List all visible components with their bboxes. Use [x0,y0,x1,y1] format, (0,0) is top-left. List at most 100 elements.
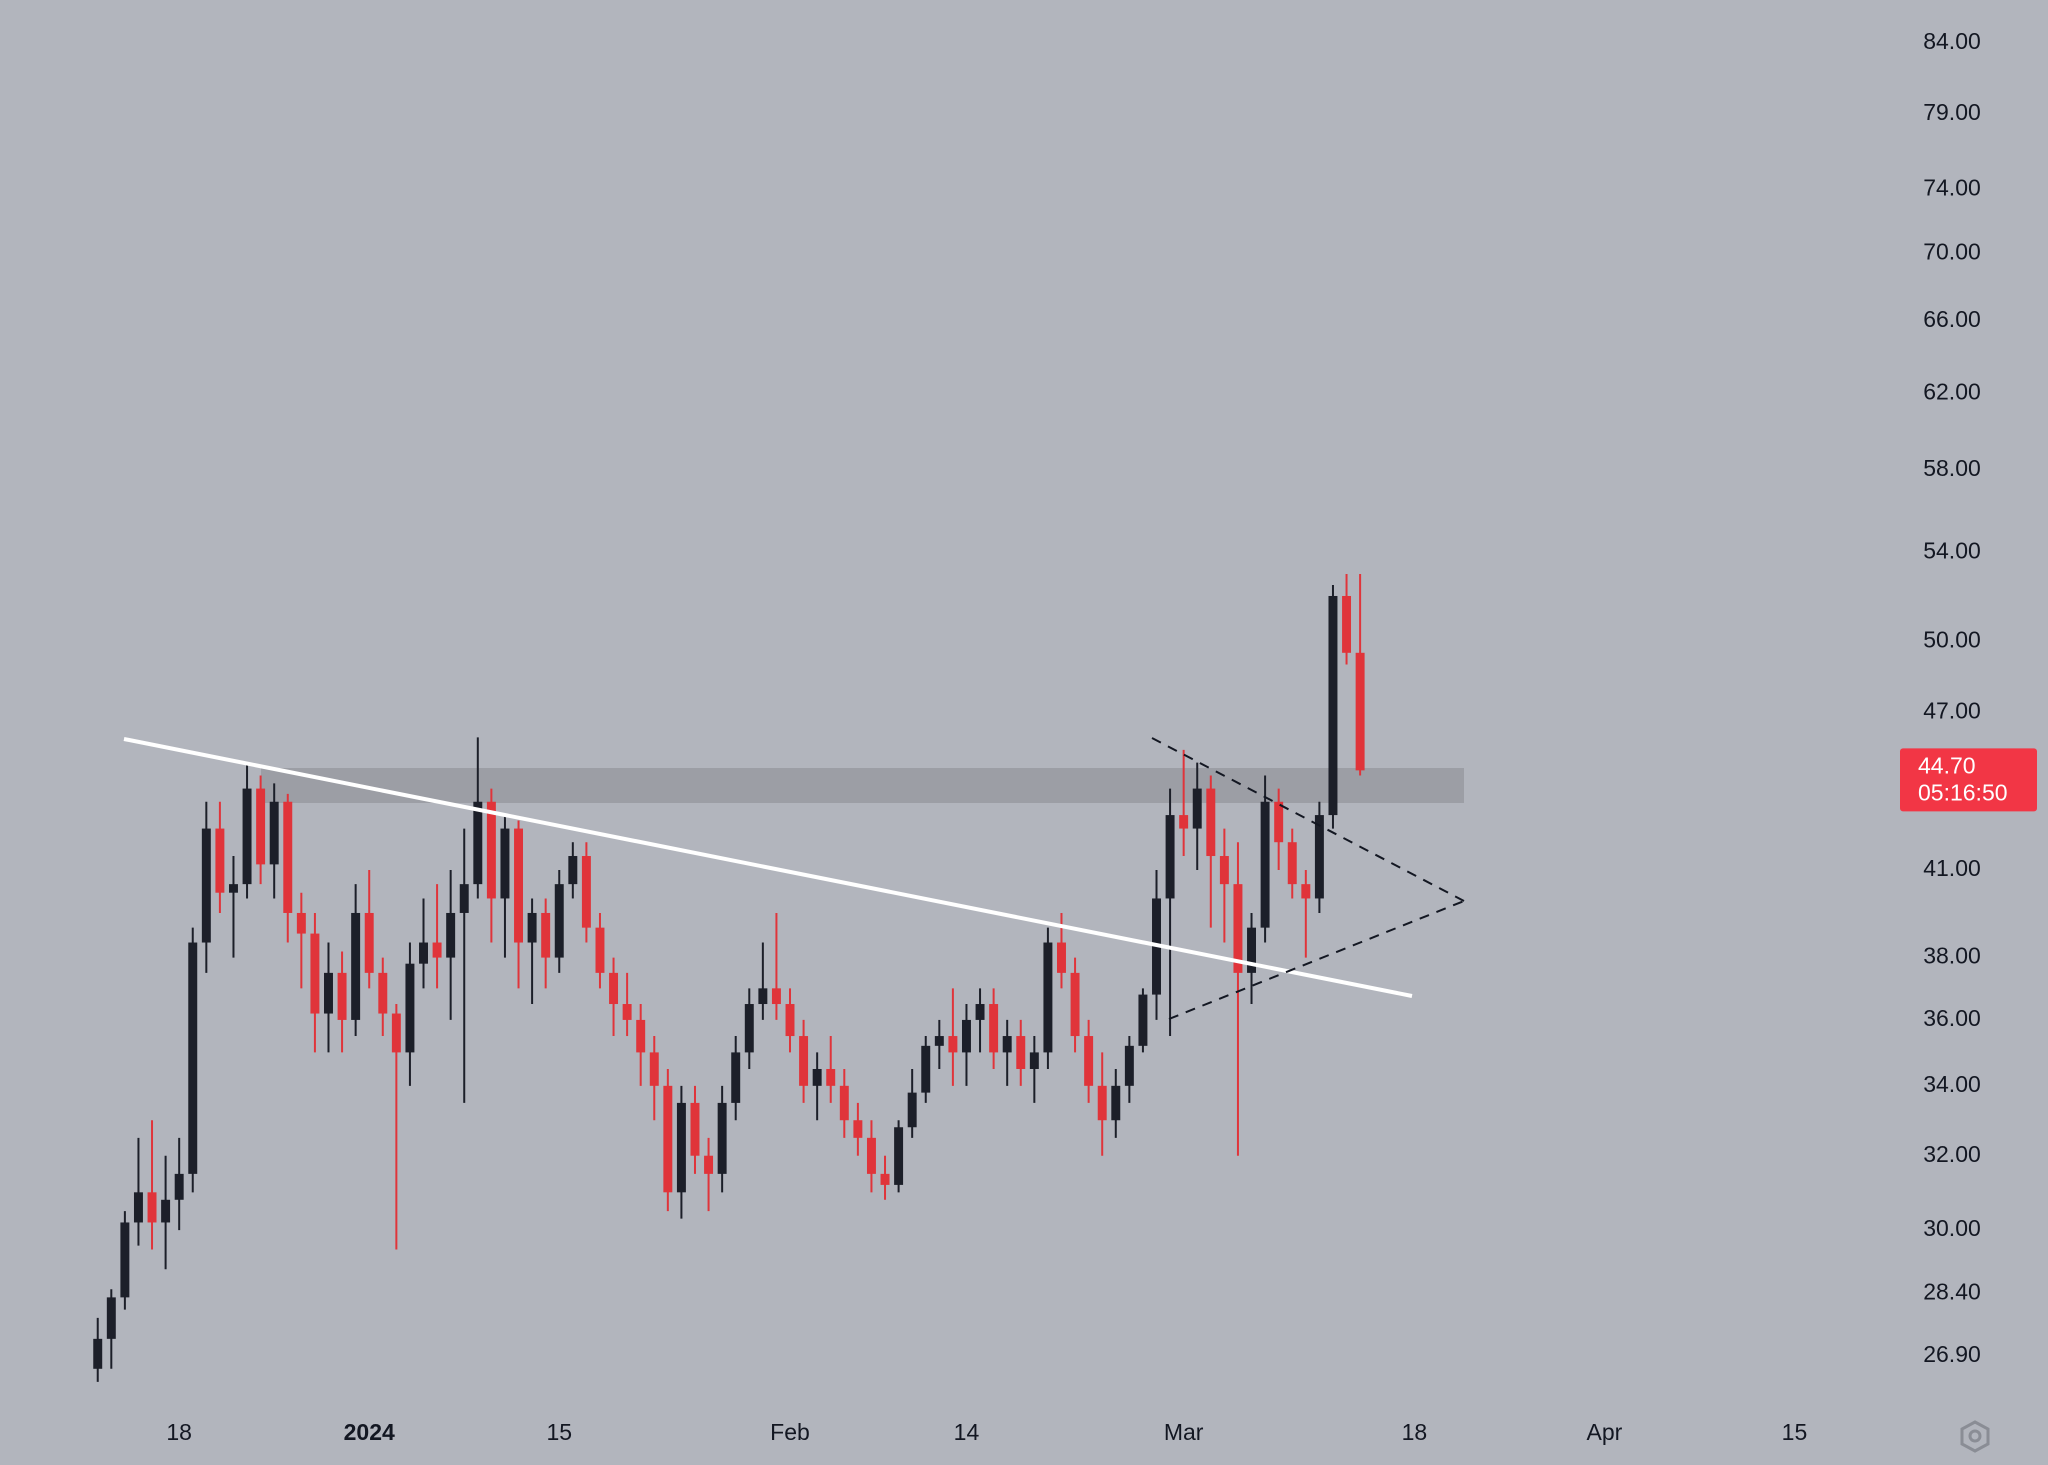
candle-body [866,1137,876,1174]
y-tick-label: 47.00 [1923,698,1981,724]
y-tick-label: 84.00 [1923,28,1981,54]
candle-body [1002,1036,1012,1053]
y-tick-label: 66.00 [1923,306,1981,332]
candle-body [1355,652,1365,771]
x-tick-label: 15 [1782,1419,1808,1445]
candle-body [717,1102,727,1174]
candle-body [228,884,238,893]
candle-body [120,1222,130,1298]
candle-body [839,1085,849,1121]
candle-body [554,884,564,958]
candle-body [676,1102,686,1193]
candle-body [174,1173,184,1200]
candle-body [1138,994,1148,1046]
x-tick-label: 18 [1402,1419,1428,1445]
candle-body [690,1102,700,1156]
candle-body [934,1036,944,1046]
x-tick-label: Apr [1587,1419,1623,1445]
triangle-upper [1151,737,1465,902]
candle-body [799,1036,809,1086]
resistance-zone [261,768,1464,803]
candle-body [283,801,293,913]
candle-body [1206,788,1216,857]
candle-body [1287,842,1297,885]
candle-body [378,972,388,1014]
trendline [123,737,1413,998]
candle-body [1124,1045,1134,1086]
candle-body [1179,815,1189,829]
candle-body [188,942,198,1174]
y-tick-label: 28.40 [1923,1278,1981,1304]
candle-body [1165,815,1175,899]
candle-body [581,856,591,928]
candle-body [1301,884,1311,899]
candle-body [1084,1036,1094,1086]
x-tick-label: 14 [954,1419,980,1445]
y-tick-label: 58.00 [1923,455,1981,481]
candle-body [1328,595,1338,816]
current-price-label: 44.70 [1918,752,1976,778]
candle-body [93,1338,103,1369]
candle-body [473,801,483,885]
candle-body [215,828,225,893]
candle-body [147,1192,157,1223]
candle-body [1016,1036,1026,1069]
candle-body [161,1199,171,1223]
candle-body [1029,1052,1039,1069]
y-tick-label: 36.00 [1923,1005,1981,1031]
y-tick-label: 34.00 [1923,1071,1981,1097]
candle-body [622,1004,632,1020]
y-tick-label: 70.00 [1923,238,1981,264]
candle-body [446,912,456,958]
x-tick-label: 2024 [344,1419,395,1445]
candle-body [595,927,605,973]
candle-body [989,1004,999,1053]
settings-icon[interactable] [1960,1420,1990,1453]
candle-body [296,912,306,934]
y-tick-label: 54.00 [1923,538,1981,564]
candle-body [1260,801,1270,928]
candle-body [785,1004,795,1037]
candle-body [649,1052,659,1086]
candle-body [201,828,211,943]
candle-body [527,912,537,943]
candle-body [704,1155,714,1174]
candle-body [744,1004,754,1053]
candle-body [636,1019,646,1053]
candle-body [432,942,442,958]
candle-body [486,801,496,899]
candle-body [568,856,578,885]
y-tick-label: 30.00 [1923,1215,1981,1241]
candle-body [907,1092,917,1128]
current-price-box [1900,748,2037,812]
candles [93,574,1365,1382]
candle-body [1043,942,1053,1053]
y-tick-label: 74.00 [1923,174,1981,200]
candle-body [961,1019,971,1053]
candle-body [921,1045,931,1093]
candle-body [812,1068,822,1086]
x-tick-label: 18 [166,1419,192,1445]
candle-body [975,1004,985,1020]
y-tick-label: 38.00 [1923,943,1981,969]
candle-body [500,828,510,899]
y-tick-label: 26.90 [1923,1341,1981,1367]
y-tick-label: 50.00 [1923,626,1981,652]
candle-body [1057,942,1066,973]
candle-body [242,788,252,885]
candle-body [1111,1085,1121,1121]
candle-body [1274,801,1284,843]
candle-body [1233,884,1243,973]
y-tick-label: 41.00 [1923,855,1981,881]
candle-body [351,912,361,1020]
candle-body [1314,815,1324,899]
candle-body [609,972,619,1005]
candle-body [663,1085,673,1193]
candle-body [1070,972,1080,1037]
candle-body [514,828,524,943]
candle-body [419,942,428,964]
x-tick-label: Mar [1164,1419,1204,1445]
candle-body [771,988,781,1005]
